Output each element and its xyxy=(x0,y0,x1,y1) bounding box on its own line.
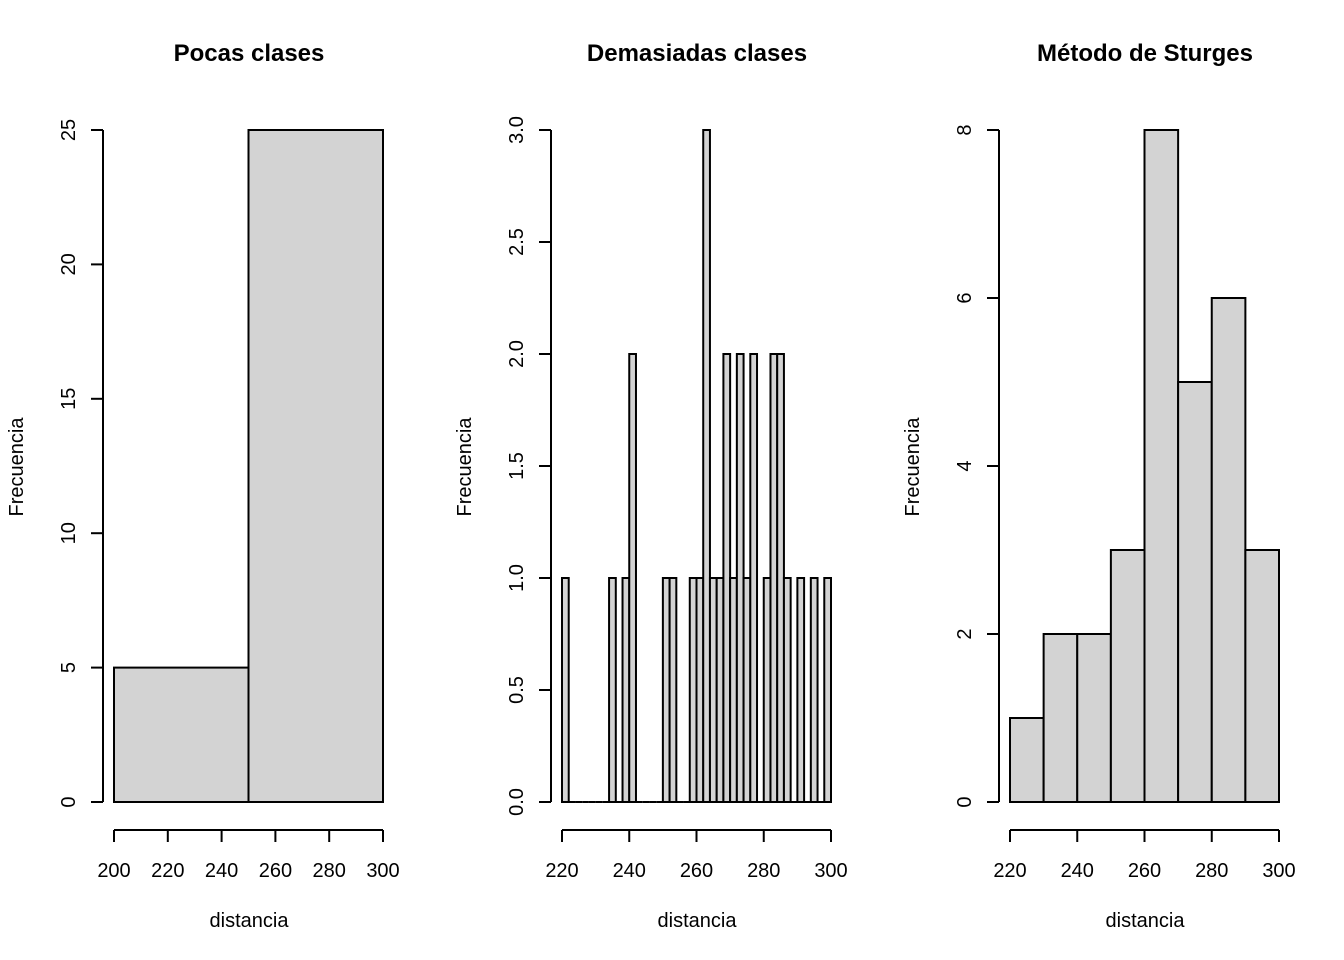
histogram-bar xyxy=(608,577,617,803)
x-axis: 220 240 260 280 300 xyxy=(993,829,1296,882)
histogram-bar xyxy=(729,577,738,803)
histogram-bar xyxy=(1143,129,1180,803)
histogram-bar xyxy=(782,577,792,803)
histogram-bar xyxy=(809,577,819,803)
chart-title: Método de Sturges xyxy=(1037,40,1253,67)
y-tick-label: 5 xyxy=(58,662,80,673)
x-axis-title: distancia xyxy=(1106,910,1186,932)
y-tick-label: 0 xyxy=(954,796,976,807)
x-tick-label: 240 xyxy=(205,860,238,882)
y-axis-title: Frecuencia xyxy=(6,417,28,517)
y-tick-label: 2.0 xyxy=(506,340,528,368)
y-axis: 0.0 0.5 1.0 1.5 2.0 2.5 3.0 xyxy=(506,116,552,816)
chart-title: Demasiadas clases xyxy=(587,40,807,67)
chart-title: Pocas clases xyxy=(174,40,325,67)
histogram-bar xyxy=(769,353,779,803)
histogram-bar xyxy=(715,577,725,803)
histogram-bar xyxy=(776,353,785,803)
x-tick-label: 300 xyxy=(814,860,847,882)
x-tick-label: 220 xyxy=(993,860,1026,882)
y-axis-title: Frecuencia xyxy=(902,417,924,517)
y-axis: 0 5 10 15 20 25 xyxy=(58,119,104,808)
histogram-bar xyxy=(796,577,806,803)
y-tick-label: 20 xyxy=(58,253,80,275)
x-tick-label: 260 xyxy=(259,860,292,882)
y-tick-label: 2.5 xyxy=(506,228,528,256)
histogram-bar xyxy=(628,353,637,803)
histogram-bar xyxy=(1244,549,1280,803)
x-tick-label: 280 xyxy=(313,860,346,882)
histogram-panel-demasiadas-clases: Demasiadas clases distancia Frecuencia 2… xyxy=(454,40,848,932)
histogram-bar xyxy=(1210,297,1247,803)
x-tick-label: 240 xyxy=(613,860,646,882)
y-tick-label: 25 xyxy=(58,119,80,141)
x-axis: 220 240 260 280 300 xyxy=(545,829,848,882)
y-tick-label: 15 xyxy=(58,388,80,410)
y-axis-title: Frecuencia xyxy=(454,417,476,517)
y-tick-label: 0.0 xyxy=(506,788,528,816)
histogram-bar xyxy=(1076,633,1112,803)
y-tick-label: 3.0 xyxy=(506,116,528,144)
x-axis-title: distancia xyxy=(210,910,290,932)
histogram-bar xyxy=(722,353,732,803)
bars xyxy=(113,129,384,803)
x-tick-label: 240 xyxy=(1061,860,1094,882)
histogram-panel-pocas-clases: Pocas clases distancia Frecuencia 200 220… xyxy=(6,40,400,932)
bars xyxy=(561,129,833,803)
y-tick-label: 0.5 xyxy=(506,676,528,704)
x-tick-label: 260 xyxy=(680,860,713,882)
y-tick-label: 6 xyxy=(954,292,976,303)
histogram-bar xyxy=(702,129,711,803)
histogram-bar xyxy=(708,577,718,803)
x-axis-title: distancia xyxy=(658,910,738,932)
histogram-bar xyxy=(621,577,631,803)
y-tick-label: 4 xyxy=(954,460,976,471)
x-tick-label: 220 xyxy=(151,860,184,882)
x-tick-label: 300 xyxy=(1262,860,1295,882)
x-tick-label: 300 xyxy=(366,860,399,882)
x-tick-label: 280 xyxy=(1195,860,1228,882)
x-tick-label: 200 xyxy=(97,860,130,882)
bars xyxy=(1009,129,1280,803)
x-axis: 200 220 240 260 280 300 xyxy=(97,829,400,882)
histogram-bar xyxy=(688,577,698,803)
histogram-bar xyxy=(113,666,250,803)
histogram-bar xyxy=(823,577,833,803)
histogram-bar xyxy=(749,353,759,803)
y-tick-label: 1.0 xyxy=(506,564,528,592)
y-tick-label: 10 xyxy=(58,522,80,544)
x-tick-label: 220 xyxy=(545,860,578,882)
histogram-panel-metodo-sturges: Método de Sturges distancia Frecuencia 2… xyxy=(902,40,1296,932)
histogram-bar xyxy=(695,577,705,803)
histogram-bar xyxy=(668,577,678,803)
y-tick-label: 2 xyxy=(954,628,976,639)
histogram-bar xyxy=(561,577,570,803)
x-tick-label: 260 xyxy=(1128,860,1161,882)
histogram-bar xyxy=(762,577,772,803)
y-tick-label: 1.5 xyxy=(506,452,528,480)
histogram-bar xyxy=(1109,549,1146,803)
y-tick-label: 0 xyxy=(58,796,80,807)
histogram-bar xyxy=(1042,633,1079,803)
histogram-bar xyxy=(1177,381,1213,803)
histogram-bar xyxy=(247,129,384,803)
histogram-bar xyxy=(1009,717,1045,803)
histogram-bar xyxy=(661,577,671,803)
x-tick-label: 280 xyxy=(747,860,780,882)
y-axis: 0 2 4 6 8 xyxy=(954,124,1000,808)
histogram-bar xyxy=(742,577,752,803)
histogram-bar xyxy=(735,353,745,803)
y-tick-label: 8 xyxy=(954,124,976,135)
